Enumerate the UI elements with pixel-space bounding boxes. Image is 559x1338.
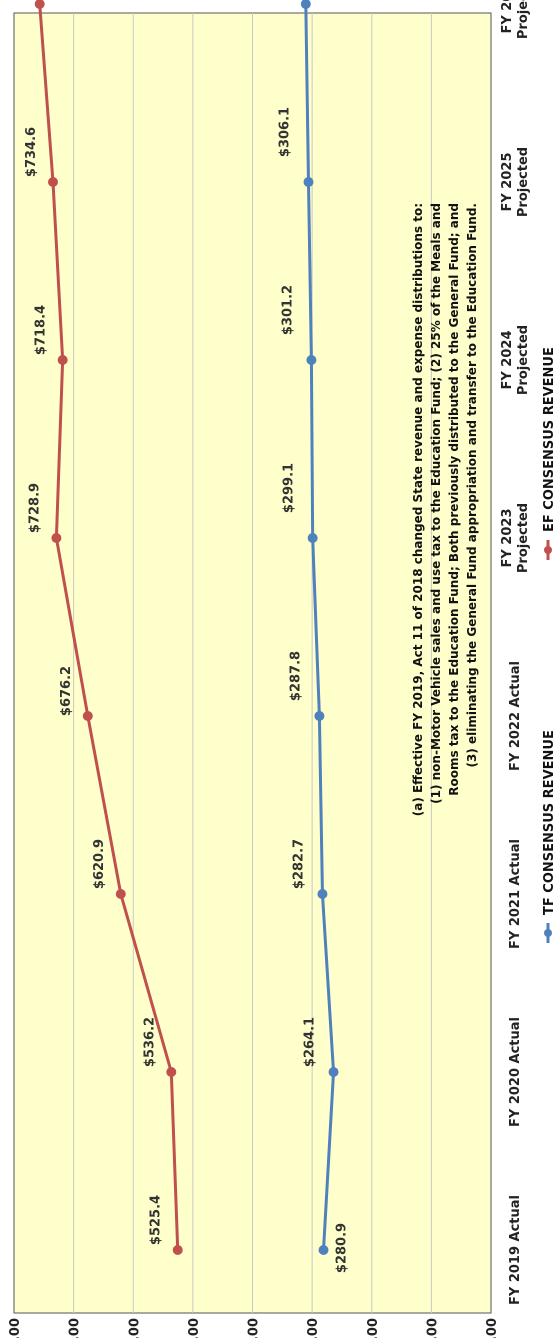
x-tick-label-line: Projected: [516, 147, 531, 217]
data-point: [328, 1067, 339, 1077]
y-tick-label: $200.00: [366, 1318, 381, 1338]
x-tick-label: FY 2024Projected: [500, 325, 531, 395]
data-point: [57, 355, 68, 365]
x-tick-label: FY 2026Projected: [500, 0, 531, 39]
x-tick-label: FY 2021 Actual: [508, 839, 523, 949]
y-tick-label: $800.00: [8, 1318, 23, 1338]
data-label: $676.2: [59, 666, 74, 716]
data-label: $280.9: [335, 1223, 350, 1273]
annotation-line: Rooms tax to the Education Fund; Both pr…: [447, 203, 461, 796]
data-point: [307, 533, 318, 543]
data-label: $299.1: [282, 463, 297, 513]
y-tick-label: $500.00: [187, 1318, 202, 1338]
annotation-line: (1) non-Motor Vehicle sales and use tax …: [429, 203, 443, 804]
data-label: $287.8: [288, 651, 303, 701]
data-label: $282.7: [291, 839, 306, 889]
gridlines: [73, 13, 432, 1313]
legend-label: TF CONSENSUS REVENUE: [542, 730, 557, 915]
x-tick-label: FY 2022 Actual: [508, 661, 523, 771]
data-point: [318, 1245, 329, 1255]
data-label: $718.4: [34, 305, 49, 355]
y-axis-tick-labels: $0.00 $100.00 $200.00 $300.00 $400.00 $500.00…: [8, 1318, 500, 1338]
data-point: [34, 0, 45, 9]
x-tick-label-line: Projected: [516, 325, 531, 395]
x-tick-label: FY 2019 Actual: [508, 1195, 523, 1305]
data-label: $728.9: [27, 483, 42, 533]
x-tick-label: FY 2020 Actual: [508, 1017, 523, 1127]
y-tick-label: $300.00: [306, 1318, 321, 1338]
y-tick-label: $600.00: [127, 1318, 142, 1338]
x-tick-label-line: FY 2025: [500, 152, 515, 211]
data-point: [314, 711, 325, 721]
x-tick-label: FY 2023Projected: [500, 503, 531, 573]
data-label: $525.4: [149, 1195, 164, 1245]
x-axis-category-labels: FY 2019 Actual FY 2020 Actual FY 2021 Actu…: [500, 0, 531, 1305]
data-point: [303, 177, 314, 187]
x-tick-label-line: FY 2023: [500, 508, 515, 567]
series-lines: $280.9 $264.1 $282.7 $287.8 $299.1 $301.2 $306…: [24, 0, 350, 1273]
data-label: $264.1: [303, 1017, 318, 1067]
data-label: $301.2: [280, 285, 295, 335]
legend: TF CONSENSUS REVENUE EF CONSENSUS REVENUE: [542, 347, 557, 943]
data-point: [115, 889, 126, 899]
annotation-line: (3) eliminating the General Fund appropr…: [465, 203, 479, 768]
data-point: [172, 1245, 183, 1255]
data-point: [82, 711, 93, 721]
y-tick-label: $0.00: [485, 1318, 500, 1338]
series-line: [304, 3, 336, 1251]
data-point: [317, 889, 328, 899]
x-tick-label-line: FY 2026: [500, 0, 515, 34]
legend-swatch-marker: [544, 929, 552, 937]
x-tick-label: FY 2025Projected: [500, 147, 531, 217]
series-line: [38, 3, 180, 1251]
data-point: [300, 0, 311, 9]
annotation-line: (a) Effective FY 2019, Act 11 of 2018 ch…: [411, 203, 425, 816]
x-tick-label-line: Projected: [516, 503, 531, 573]
data-label: $536.2: [142, 1017, 157, 1067]
y-tick-label: $100.00: [425, 1318, 440, 1338]
data-point: [51, 533, 62, 543]
legend-swatch-marker: [544, 546, 552, 554]
data-label: $306.1: [277, 107, 292, 157]
legend-label: EF CONSENSUS REVENUE: [542, 347, 557, 532]
x-tick-label-line: FY 2024: [500, 330, 515, 389]
data-point: [47, 177, 58, 187]
y-tick-label: $400.00: [247, 1318, 262, 1338]
y-tick-label: $700.00: [68, 1318, 83, 1338]
x-tick-label-line: Projected: [516, 0, 531, 39]
rotated-chart-group: $0.00 $100.00 $200.00 $300.00 $400.00 $500.00…: [8, 0, 557, 1338]
annotation-note: (a) Effective FY 2019, Act 11 of 2018 ch…: [411, 203, 479, 816]
data-point: [166, 1067, 177, 1077]
data-point: [306, 355, 317, 365]
data-label: $734.6: [24, 127, 39, 177]
data-label: $620.9: [92, 839, 107, 889]
